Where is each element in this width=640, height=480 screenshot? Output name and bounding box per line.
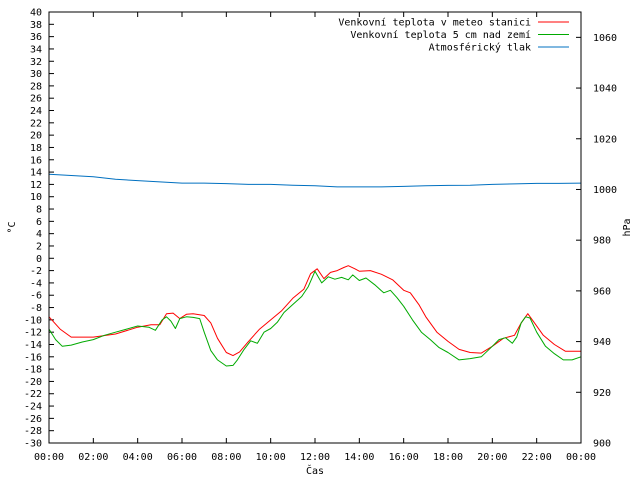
series-line-3 — [48, 173, 582, 188]
y-tick-label: -14 — [24, 340, 42, 351]
y2-tick-label: 940 — [593, 337, 611, 348]
y-tick-label: 22 — [30, 118, 42, 129]
y-tick-label: -26 — [24, 414, 42, 425]
y-tick-label: -20 — [24, 377, 42, 388]
x-tick-label: 14:00 — [344, 452, 374, 463]
y2-tick-label: 1040 — [593, 84, 617, 95]
x-tick-label: 00:00 — [566, 452, 596, 463]
plot-frame — [48, 11, 582, 444]
x-axis-ticks: 00:00 02:00 04:00 06:00 08:00 10:00 12:00 14:00… — [34, 12, 596, 463]
y2-tick-label: 960 — [593, 286, 611, 297]
y2-tick-label: 980 — [593, 236, 611, 247]
y-tick-label: 36 — [30, 32, 42, 43]
y-tick-label: 6 — [36, 217, 42, 228]
y-tick-label: 18 — [30, 143, 42, 154]
y-tick-label: 8 — [36, 205, 42, 216]
y-tick-label: 26 — [30, 94, 42, 105]
y-tick-label: 28 — [30, 81, 42, 92]
series-line-2 — [48, 270, 582, 367]
y-tick-label: 40 — [30, 8, 42, 19]
x-tick-label: 22:00 — [522, 452, 552, 463]
y-tick-label: 34 — [30, 44, 42, 55]
x-tick-label: 02:00 — [78, 452, 108, 463]
y-tick-label: 16 — [30, 155, 42, 166]
y2-tick-label: 1000 — [593, 185, 617, 196]
legend-entry-label: Venkovní teplota v meteo stanici — [338, 17, 531, 29]
y2-axis-ticks: 900 920 940 960 980 1000 1020 1040 1060 — [576, 33, 617, 450]
x-tick-label: 20:00 — [477, 452, 507, 463]
x-tick-label: 00:00 — [34, 452, 64, 463]
y-tick-label: 4 — [36, 229, 42, 240]
series-lines — [48, 173, 582, 367]
y-tick-label: -4 — [30, 278, 42, 289]
y-tick-label: 0 — [36, 254, 42, 265]
x-tick-label: 06:00 — [167, 452, 197, 463]
x-tick-label: 12:00 — [300, 452, 330, 463]
y-tick-label: -16 — [24, 352, 42, 363]
x-tick-label: 10:00 — [256, 452, 286, 463]
y-tick-label: 12 — [30, 180, 42, 191]
y-tick-label: -28 — [24, 426, 42, 437]
legend-entry-label: Venkovní teplota 5 cm nad zemí — [350, 29, 531, 41]
y-tick-label: 20 — [30, 131, 42, 142]
y-tick-label: 30 — [30, 69, 42, 80]
y-tick-label: -8 — [30, 303, 42, 314]
y-tick-label: -18 — [24, 365, 42, 376]
x-tick-label: 04:00 — [123, 452, 153, 463]
x-axis-label: Čas — [306, 464, 324, 477]
y2-tick-label: 1060 — [593, 33, 617, 44]
y-axis-label: °C — [7, 221, 18, 233]
y-tick-label: 2 — [36, 241, 42, 252]
y-tick-label: -12 — [24, 328, 42, 339]
y-tick-label: 24 — [30, 106, 42, 117]
legend-entry-label: Atmosférický tlak — [429, 42, 531, 54]
y-tick-label: -6 — [30, 291, 42, 302]
y2-axis-label: hPa — [622, 218, 633, 236]
y-tick-label: 32 — [30, 57, 42, 68]
x-tick-label: 18:00 — [433, 452, 463, 463]
y-tick-label: -24 — [24, 402, 42, 413]
y2-tick-label: 920 — [593, 388, 611, 399]
y-tick-label: -30 — [24, 439, 42, 450]
y2-tick-label: 1020 — [593, 134, 617, 145]
y-tick-label: -22 — [24, 389, 42, 400]
y-tick-label: 10 — [30, 192, 42, 203]
legend: Venkovní teplota v meteo staniciVenkovní… — [338, 17, 569, 54]
y2-tick-label: 900 — [593, 439, 611, 450]
y-tick-label: -10 — [24, 315, 42, 326]
x-tick-label: 16:00 — [389, 452, 419, 463]
x-tick-label: 08:00 — [211, 452, 241, 463]
y-tick-label: -2 — [30, 266, 42, 277]
y-tick-label: 38 — [30, 20, 42, 31]
y-tick-label: 14 — [30, 168, 42, 179]
